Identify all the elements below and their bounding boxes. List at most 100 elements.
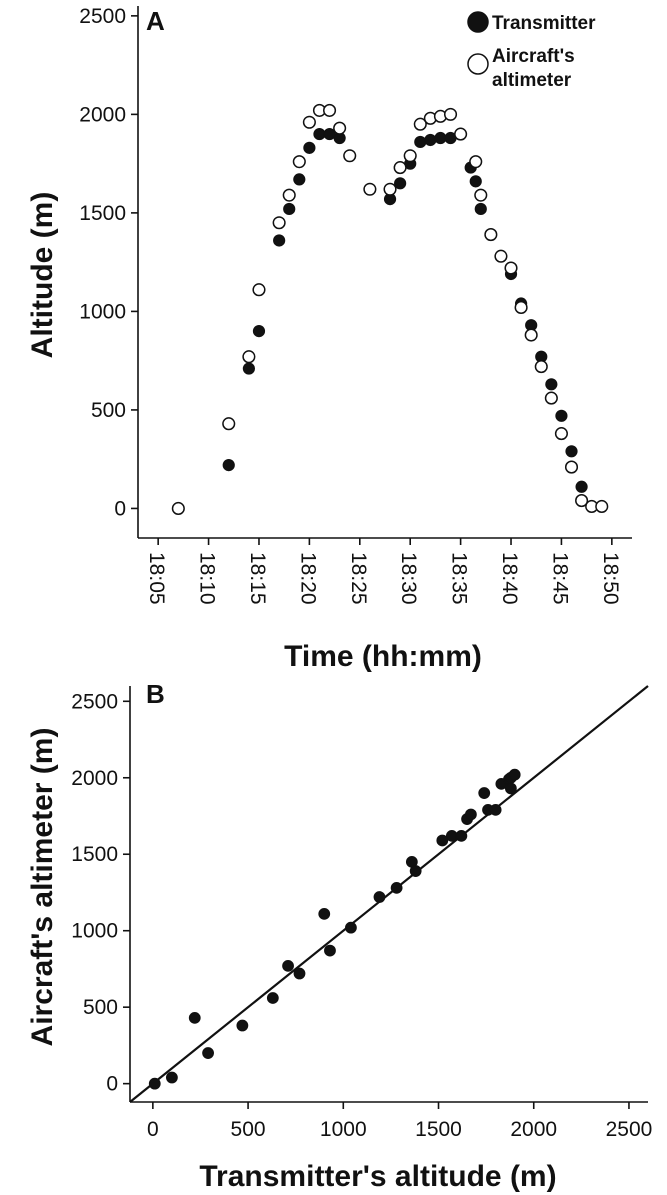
transmitter-point — [394, 177, 407, 190]
transmitter-point — [414, 135, 427, 149]
comparison-point — [318, 907, 331, 920]
altimeter-point — [534, 360, 548, 374]
altimeter-point — [514, 300, 528, 315]
panel-b-y-tick-label: 2000 — [71, 767, 118, 790]
comparison-point — [345, 921, 357, 934]
altimeter-point — [222, 417, 236, 431]
panel-b-y-ticks: 0 500 1000 1500 2000 2500 — [71, 690, 130, 1096]
transmitter-point — [273, 234, 286, 247]
altimeter-point — [474, 188, 488, 202]
transmitter-point — [474, 202, 487, 216]
panel-a-y-tick-label: 2500 — [79, 5, 126, 28]
panel-a-x-tick-label: 18:20 — [296, 552, 319, 605]
comparison-point — [390, 881, 403, 894]
panel-b-y-tick-label: 1500 — [71, 843, 118, 866]
transmitter-point — [313, 127, 326, 141]
panel-a-x-tick-label: 18:25 — [347, 552, 370, 605]
altimeter-point — [484, 228, 498, 242]
transmitter-point — [252, 325, 266, 338]
legend-transmitter-marker — [467, 11, 489, 33]
comparison-point — [464, 808, 477, 821]
legend-altimeter-label-line2: altimeter — [492, 70, 572, 91]
panel-a-x-axis-title: Time (hh:mm) — [284, 640, 482, 673]
panel-a-y-tick-label: 0 — [114, 497, 126, 520]
comparison-point — [282, 959, 294, 972]
panel-a-label: A — [146, 6, 165, 36]
comparison-point — [236, 1019, 249, 1032]
altimeter-point — [443, 107, 458, 121]
comparison-point — [455, 829, 468, 842]
legend-altimeter-label-line1: Aircraft's — [492, 46, 575, 67]
panel-b: B 0 500 1000 1500 2000 2500 0 500 1000 1500 2000 2… — [26, 679, 652, 1193]
altimeter-point — [564, 460, 579, 474]
comparison-point — [266, 992, 279, 1004]
comparison-point — [202, 1047, 214, 1059]
panel-b-x-ticks: 0 500 1000 1500 2000 2500 — [147, 1102, 652, 1141]
panel-a-x-tick-label: 18:45 — [548, 552, 571, 605]
panel-b-x-tick-label: 2500 — [606, 1118, 653, 1141]
altimeter-point — [554, 427, 568, 441]
legend-transmitter-label: Transmitter — [492, 13, 596, 34]
panel-b-x-tick-label: 1500 — [415, 1118, 462, 1141]
altimeter-point — [403, 149, 417, 163]
altimeter-point — [504, 261, 518, 275]
altimeter-point — [272, 216, 286, 230]
panel-a-y-axis-title: Altitude (m) — [26, 192, 59, 359]
panel-a-y-tick-label: 2000 — [79, 103, 126, 126]
altimeter-point — [524, 328, 538, 342]
altimeter-point — [171, 501, 185, 515]
transmitter-point — [242, 362, 255, 375]
altimeter-point — [393, 161, 407, 175]
comparison-point — [508, 768, 521, 781]
altimeter-point — [252, 283, 266, 297]
panel-a-x-tick-label: 18:40 — [498, 552, 521, 605]
comparison-point — [165, 1071, 178, 1084]
transmitter-point — [293, 173, 306, 186]
panel-b-identity-line — [129, 685, 649, 1103]
transmitter-point — [434, 131, 447, 145]
comparison-point — [188, 1011, 201, 1024]
transmitter-point — [303, 141, 316, 154]
comparison-point — [478, 787, 491, 799]
panel-b-y-axis-title: Aircraft's altimeter (m) — [26, 728, 59, 1047]
panel-a-x-tick-label: 18:30 — [397, 552, 420, 605]
panel-b-x-tick-label: 0 — [147, 1118, 159, 1141]
panel-b-x-tick-label: 1000 — [320, 1118, 367, 1141]
comparison-point — [293, 967, 306, 980]
transmitter-point — [469, 175, 482, 188]
panel-a-y-ticks: 0 500 1000 1500 2000 2500 — [79, 5, 138, 520]
panel-b-x-axis-title: Transmitter's altitude (m) — [199, 1160, 556, 1193]
transmitter-point — [555, 409, 568, 422]
altimeter-point — [242, 350, 256, 364]
transmitter-point — [283, 202, 296, 216]
panel-b-y-tick-label: 2500 — [71, 690, 118, 713]
comparison-point — [409, 865, 422, 877]
panel-a-y-tick-label: 500 — [91, 399, 126, 422]
transmitter-point — [424, 133, 437, 147]
panel-b-label: B — [146, 679, 165, 709]
altimeter-point — [544, 391, 558, 405]
comparison-point — [324, 944, 336, 957]
comparison-point — [436, 834, 449, 847]
panel-b-x-tick-label: 500 — [231, 1118, 266, 1141]
transmitter-point — [575, 480, 588, 493]
panel-a-y-tick-label: 1500 — [79, 202, 126, 225]
comparison-point — [504, 782, 517, 795]
altimeter-point — [363, 182, 377, 196]
panel-a-x-tick-label: 18:50 — [599, 552, 622, 605]
panel-b-x-tick-label: 2000 — [510, 1118, 557, 1141]
legend: Transmitter Aircraft's altimeter — [467, 11, 596, 91]
panel-a-x-tick-label: 18:05 — [145, 552, 168, 605]
panel-a-points — [171, 103, 609, 515]
panel-b-points — [148, 768, 521, 1090]
comparison-point — [148, 1077, 161, 1090]
altimeter-point — [595, 499, 609, 514]
altimeter-point — [343, 149, 357, 163]
transmitter-point — [565, 445, 578, 458]
altimeter-point — [333, 121, 347, 135]
panel-a-x-ticks: 18:05 18:10 18:15 18:20 18:25 18:30 18:35 18:40… — [145, 538, 622, 605]
panel-a-x-tick-label: 18:15 — [246, 552, 269, 605]
transmitter-point — [222, 458, 235, 472]
